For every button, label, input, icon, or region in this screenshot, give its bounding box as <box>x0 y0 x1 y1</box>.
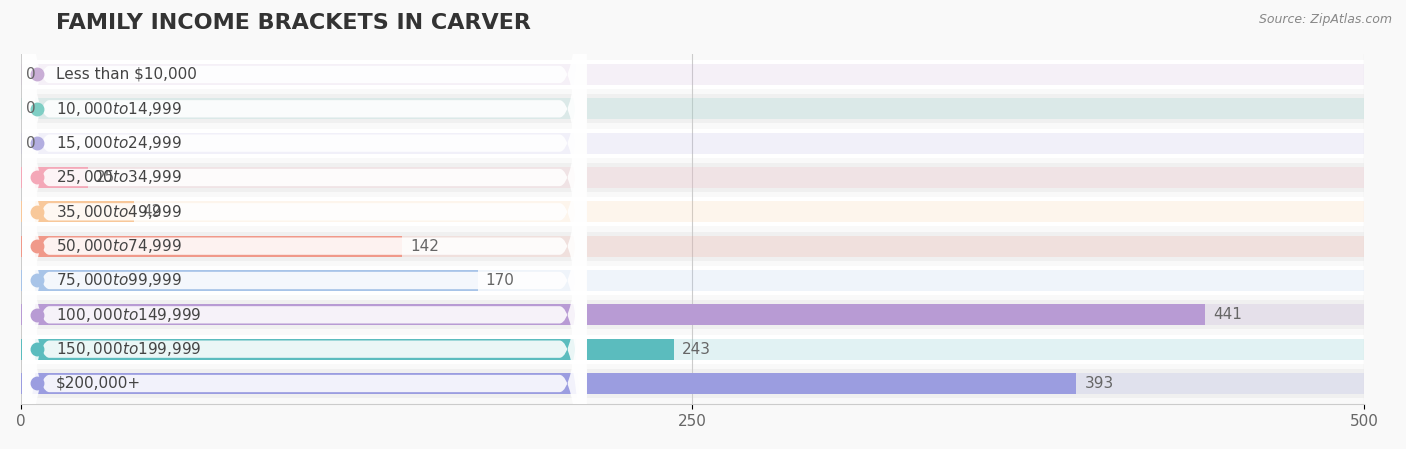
Text: Less than $10,000: Less than $10,000 <box>56 67 197 82</box>
Text: $50,000 to $74,999: $50,000 to $74,999 <box>56 237 181 255</box>
Text: 243: 243 <box>682 342 710 357</box>
Text: $25,000 to $34,999: $25,000 to $34,999 <box>56 168 181 186</box>
Text: 0: 0 <box>27 67 37 82</box>
FancyBboxPatch shape <box>22 0 586 409</box>
Bar <box>21 266 1364 295</box>
FancyBboxPatch shape <box>22 0 586 449</box>
Bar <box>21 236 402 257</box>
Bar <box>21 201 134 222</box>
FancyBboxPatch shape <box>22 0 586 449</box>
Bar <box>21 167 1364 188</box>
FancyBboxPatch shape <box>22 0 586 449</box>
Bar <box>21 232 1364 261</box>
Bar <box>21 60 1364 89</box>
FancyBboxPatch shape <box>22 0 586 449</box>
Bar <box>21 304 1364 326</box>
Bar <box>21 339 1364 360</box>
Text: 42: 42 <box>142 204 162 219</box>
Bar <box>21 304 1205 326</box>
FancyBboxPatch shape <box>22 0 586 449</box>
Text: $200,000+: $200,000+ <box>56 376 141 391</box>
Bar <box>21 373 1364 394</box>
FancyBboxPatch shape <box>22 0 586 444</box>
Bar <box>21 197 1364 226</box>
Bar <box>21 236 1364 257</box>
Text: 170: 170 <box>485 273 515 288</box>
Bar <box>21 201 1364 222</box>
Bar <box>21 270 478 291</box>
Text: FAMILY INCOME BRACKETS IN CARVER: FAMILY INCOME BRACKETS IN CARVER <box>56 13 531 34</box>
Bar <box>21 300 1364 330</box>
Bar <box>21 167 89 188</box>
Bar <box>21 373 1077 394</box>
Text: $35,000 to $49,999: $35,000 to $49,999 <box>56 203 181 221</box>
Text: 0: 0 <box>27 101 37 116</box>
Bar <box>21 335 1364 364</box>
Bar <box>21 128 1364 158</box>
Bar <box>21 339 673 360</box>
Bar <box>21 132 1364 154</box>
FancyBboxPatch shape <box>22 14 586 449</box>
Text: $75,000 to $99,999: $75,000 to $99,999 <box>56 272 181 290</box>
Bar <box>21 94 1364 123</box>
Text: $15,000 to $24,999: $15,000 to $24,999 <box>56 134 181 152</box>
Text: Source: ZipAtlas.com: Source: ZipAtlas.com <box>1258 13 1392 26</box>
Text: 25: 25 <box>96 170 115 185</box>
Bar <box>21 163 1364 192</box>
Text: 0: 0 <box>27 136 37 151</box>
Bar <box>21 64 1364 85</box>
FancyBboxPatch shape <box>22 0 586 449</box>
Bar <box>21 270 1364 291</box>
FancyBboxPatch shape <box>22 49 586 449</box>
Text: $150,000 to $199,999: $150,000 to $199,999 <box>56 340 201 358</box>
Text: $100,000 to $149,999: $100,000 to $149,999 <box>56 306 201 324</box>
Bar <box>21 369 1364 398</box>
Text: 142: 142 <box>411 239 439 254</box>
Text: $10,000 to $14,999: $10,000 to $14,999 <box>56 100 181 118</box>
Text: 441: 441 <box>1213 307 1243 322</box>
Bar <box>21 98 1364 119</box>
Text: 393: 393 <box>1084 376 1114 391</box>
